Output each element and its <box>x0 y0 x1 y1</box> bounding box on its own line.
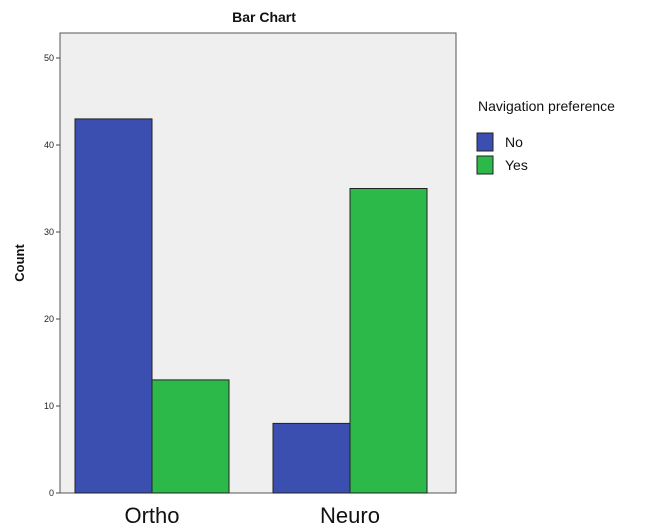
legend: No Yes <box>476 132 528 175</box>
y-axis-label: Count <box>12 244 27 282</box>
legend-label-no: No <box>505 134 523 150</box>
y-tick-label: 40 <box>44 140 54 150</box>
y-tick-label: 0 <box>49 488 54 498</box>
y-tick-label: 30 <box>44 227 54 237</box>
legend-swatch-yes <box>476 155 494 175</box>
bar-ortho-yes <box>151 379 230 494</box>
x-tick-label: Neuro <box>320 503 380 528</box>
bar-neuro-yes <box>349 188 428 494</box>
y-tick-label: 20 <box>44 314 54 324</box>
bars-group <box>74 118 428 494</box>
legend-label-yes: Yes <box>505 157 528 173</box>
bar-ortho-no <box>74 118 153 494</box>
x-axis: Ortho Neuro <box>124 503 379 528</box>
legend-swatch-no <box>476 132 494 152</box>
legend-title: Navigation preference <box>478 98 615 114</box>
bar-neuro-no <box>272 422 351 494</box>
x-tick-label: Ortho <box>124 503 179 528</box>
chart-title: Bar Chart <box>232 9 296 25</box>
y-tick-label: 10 <box>44 401 54 411</box>
y-axis: 0 10 20 30 40 50 <box>44 53 60 498</box>
y-tick-label: 50 <box>44 53 54 63</box>
